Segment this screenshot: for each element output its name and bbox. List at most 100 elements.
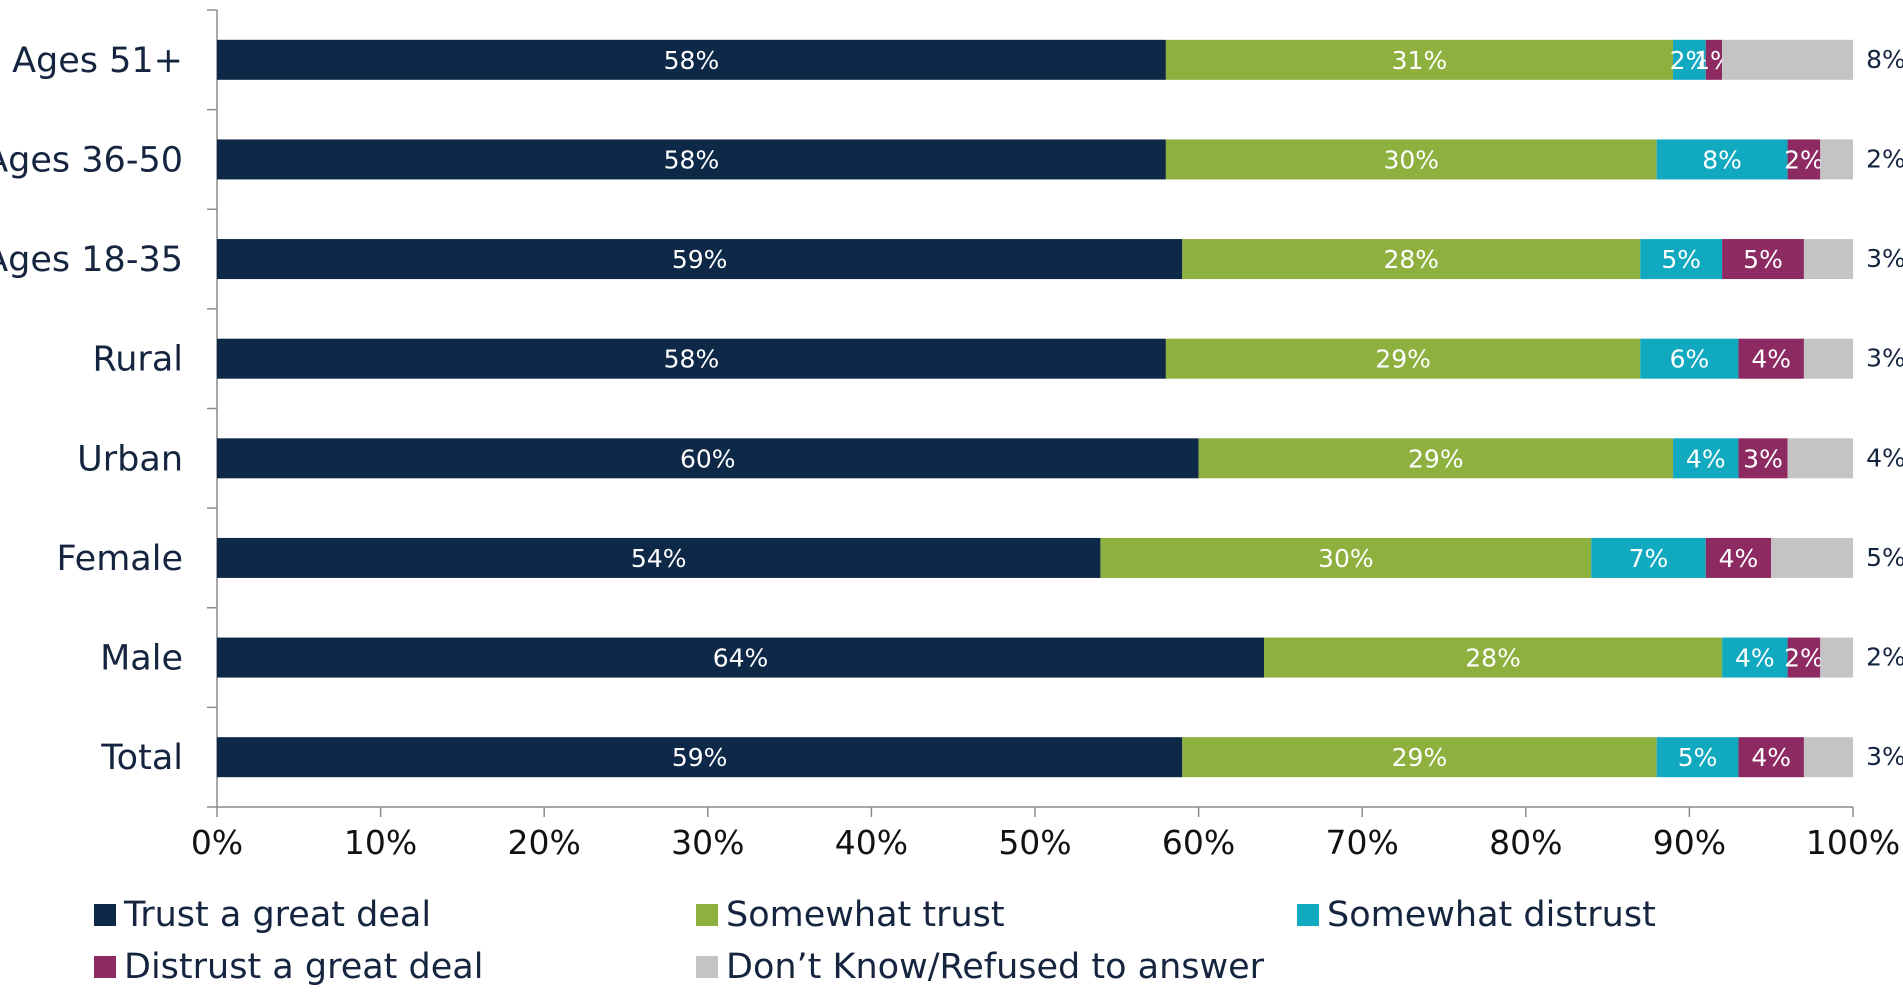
bar-segment [217, 537, 1101, 578]
bar-segment [217, 438, 1199, 479]
data-label: 5% [1661, 245, 1701, 274]
legend-swatch [696, 904, 718, 926]
bar-segment [1264, 637, 1723, 678]
data-label: 4% [1735, 644, 1775, 673]
category-label: Ages 51+ [12, 41, 183, 81]
legend-swatch [94, 956, 116, 978]
bar-segment [1803, 737, 1853, 778]
data-label: 5% [1866, 543, 1903, 572]
bar-segment [1182, 737, 1657, 778]
data-label: 3% [1866, 244, 1903, 273]
x-tick-label: 100% [1806, 823, 1900, 862]
bar-segment [1673, 39, 1706, 80]
category-label: Rural [93, 340, 184, 380]
x-tick-label: 10% [344, 823, 417, 862]
data-label: 28% [1383, 245, 1439, 274]
data-label: 4% [1751, 345, 1791, 374]
x-tick-label: 50% [998, 823, 1071, 862]
data-label: 4% [1866, 443, 1903, 472]
data-label: 7% [1629, 544, 1669, 573]
legend-label: Don’t Know/Refused to answer [726, 947, 1265, 987]
data-label: 2% [1866, 643, 1903, 672]
bar-segment [1722, 239, 1804, 280]
bar-segment [1640, 338, 1739, 379]
legend-item: Somewhat distrust [1297, 895, 1656, 935]
data-label: 64% [713, 644, 769, 673]
bar-segment [217, 39, 1166, 80]
bar-segment [1100, 537, 1592, 578]
x-tick-label: 0% [191, 823, 243, 862]
data-label: 6% [1670, 345, 1710, 374]
bar-segment [1165, 139, 1657, 180]
bar-segment [1656, 737, 1739, 778]
data-label: 58% [664, 345, 720, 374]
bar-segment [1198, 438, 1674, 479]
bar-segment [217, 737, 1183, 778]
bar-segment [1722, 39, 1853, 80]
data-label: 2% [1866, 144, 1903, 173]
data-label: 5% [1678, 743, 1718, 772]
x-tick-label: 30% [671, 823, 744, 862]
legend-label: Somewhat distrust [1327, 895, 1656, 935]
bar-segment [1165, 338, 1641, 379]
data-label: 30% [1318, 544, 1374, 573]
legend-item: Distrust a great deal [94, 947, 483, 987]
bar-segment [1803, 239, 1853, 280]
bar-segment [217, 239, 1183, 280]
bar-segment [1820, 637, 1853, 678]
bar-segment [1787, 438, 1853, 479]
x-tick-label: 70% [1326, 823, 1399, 862]
legend-label: Trust a great deal [124, 895, 432, 935]
bar-segment [1722, 637, 1788, 678]
bar-segment [1787, 637, 1821, 678]
x-tick-label: 90% [1653, 823, 1726, 862]
data-label: 8% [1866, 45, 1903, 74]
data-label: 58% [664, 145, 720, 174]
bar-segment [1591, 537, 1706, 578]
legend: Trust a great deal Somewhat trust Somewhat… [94, 895, 1874, 1000]
bar-segment [217, 637, 1265, 678]
category-label: Total [100, 738, 183, 778]
category-label: Ages 18-35 [0, 240, 183, 280]
category-label: Urban [77, 439, 183, 479]
legend-label: Distrust a great deal [124, 947, 484, 987]
data-label: 29% [1392, 743, 1448, 772]
bar-segment [1656, 139, 1788, 180]
data-label: 3% [1866, 742, 1903, 771]
data-label: 5% [1743, 245, 1783, 274]
bar-segment [1673, 438, 1739, 479]
legend-swatch [696, 956, 718, 978]
category-label: Male [100, 639, 183, 679]
data-label: 60% [680, 444, 736, 473]
data-label: 29% [1375, 345, 1431, 374]
bar-segment [1738, 338, 1804, 379]
data-label: 4% [1719, 544, 1759, 573]
data-label: 31% [1392, 46, 1448, 75]
bar-segment [217, 139, 1166, 180]
data-label: 4% [1686, 444, 1726, 473]
bar-segment [1182, 239, 1641, 280]
category-label: Female [56, 539, 183, 579]
data-label: 3% [1743, 444, 1783, 473]
legend-swatch [94, 904, 116, 926]
bar-segment [1820, 139, 1853, 180]
bar-segment [1771, 537, 1853, 578]
data-label: 59% [672, 743, 728, 772]
bar-segment [1640, 239, 1723, 280]
category-label: Ages 36-50 [0, 140, 183, 180]
data-label: 59% [672, 245, 728, 274]
data-label: 30% [1383, 145, 1439, 174]
legend-item: Trust a great deal [94, 895, 431, 935]
bar-segment [1705, 39, 1723, 80]
bar-segment [217, 338, 1166, 379]
bar-segment [1803, 338, 1853, 379]
bar-segment [1705, 537, 1772, 578]
data-label: 2% [1670, 46, 1710, 75]
x-tick-label: 40% [835, 823, 908, 862]
bar-segment [1738, 737, 1804, 778]
data-label: 58% [664, 46, 720, 75]
data-label: 2% [1784, 145, 1824, 174]
legend-item: Don’t Know/Refused to answer [696, 947, 1264, 987]
